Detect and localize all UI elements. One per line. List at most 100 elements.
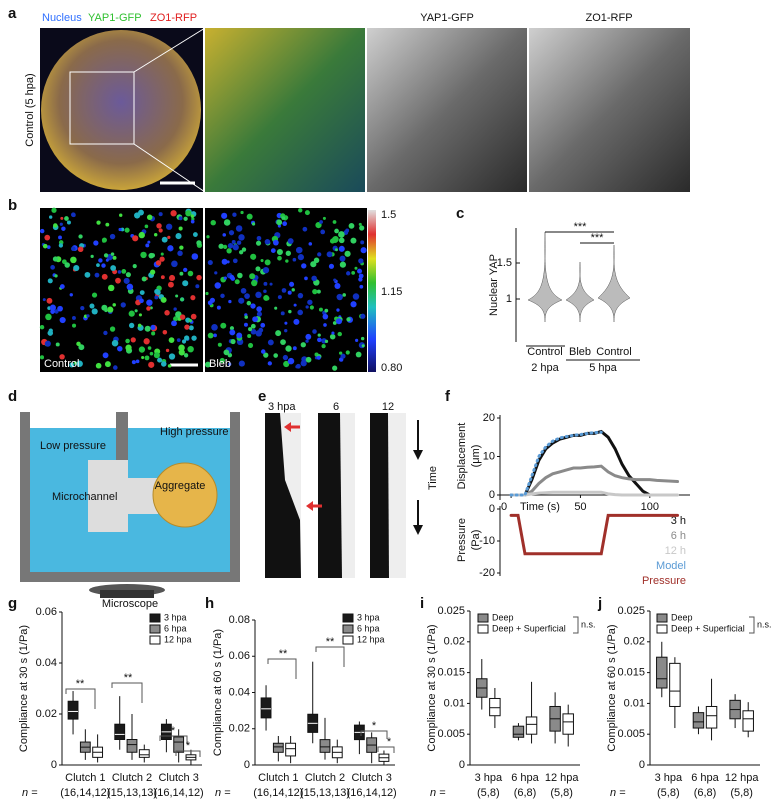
cell-dot [304,276,308,281]
diagram-label: High pressure [160,426,228,438]
series-line [509,490,680,497]
cell-dot [284,321,288,325]
cell-dot [204,361,211,368]
cell-dot [175,233,182,240]
cell-dot [176,338,181,343]
cell-dot [105,258,109,262]
cell-dot [96,220,101,225]
cell-dot [61,226,66,231]
cell-dot [345,350,350,355]
cell-dot [285,250,291,256]
cell-dot [147,346,152,350]
cell-dot [227,352,233,358]
cell-dot [339,255,346,262]
cell-dot [120,302,126,308]
violins [527,231,631,323]
cell-dot [78,344,85,351]
y2-tick-label: -10 [479,535,495,547]
cell-dot [66,220,71,225]
cell-dot [222,244,228,250]
cell-dot [238,360,245,367]
cell-dot [317,333,321,337]
cell-dot [280,311,285,316]
cell-dot [358,258,364,264]
cell-dot [338,231,345,238]
y-tick-label: 1.5 [497,257,512,269]
box [525,716,538,735]
cell-dot [283,360,290,368]
cell-dot [343,230,349,235]
cell-dot [334,282,341,290]
cell-dot [139,290,145,296]
cell-dot [357,268,363,274]
y-tick-label: 0 [639,759,645,771]
x-tick-label: 3 hpa [475,772,503,784]
cell-dot [222,233,227,237]
x-tick-label: Clutch 3 [158,772,198,784]
cell-dot [297,292,304,299]
cell-dot [297,254,305,261]
cell-dot [55,342,60,347]
cell-dot [331,236,339,243]
cell-dot [256,306,262,312]
cell-dot [143,338,150,345]
diagram-label: Low pressure [40,440,106,452]
cell-dot [276,249,283,256]
legend-text: YAP1-GFP [88,12,142,24]
cell-dot [195,284,200,289]
cell-dot [243,322,248,327]
cell-dot [239,250,244,255]
cell-dot [317,337,322,343]
cell-dot [287,357,295,365]
cell-dot [191,217,195,221]
cell-dot [155,260,162,266]
significance: n.s. [757,619,772,629]
n-label: (6,8) [514,787,537,799]
cell-dot [103,253,109,258]
cell-dot [179,314,186,320]
cell-dot [220,322,227,329]
group-label: 5 hpa [589,362,617,374]
cell-dot [241,247,247,252]
cell-dot [320,229,326,235]
cell-dot [141,276,147,282]
cell-dot [59,316,66,324]
legend-swatch [149,635,161,645]
image-title: ZO1-RFP [585,12,632,24]
cell-dot [42,243,48,249]
image [367,28,527,192]
cell-dot [321,344,326,349]
cell-dot [51,207,57,213]
cell-dot [190,295,196,301]
colorbar-tick-label: 1.5 [381,209,396,221]
cell-dot [221,212,228,219]
cell-dot [235,225,243,232]
cell-dot [207,259,213,266]
cell-dot [179,245,184,250]
cell-dot [346,271,351,276]
cell-dot [236,332,243,339]
cell-dot [91,308,98,315]
cell-dot [178,216,183,221]
cell-dot [359,284,364,289]
series-line [509,430,603,497]
significance: ** [279,648,288,660]
cell-dot [144,224,149,229]
cell-dot [188,325,194,331]
cell-dot [137,323,142,328]
series-line [509,464,680,497]
y-tick-label: 0.02 [229,723,250,735]
cell-dot [360,313,366,319]
cell-dot [354,266,358,270]
cell-dot [361,344,365,348]
cell-dot [238,234,245,241]
cell-dot [275,330,282,337]
cell-dot [150,324,156,330]
cell-dot [140,251,147,259]
cell-dot [125,272,131,278]
legend-text: Pressure [642,575,686,587]
significance: n.s. [581,619,596,629]
cell-dot [207,300,213,306]
cell-dot [54,309,59,314]
cell-dot [251,222,256,226]
